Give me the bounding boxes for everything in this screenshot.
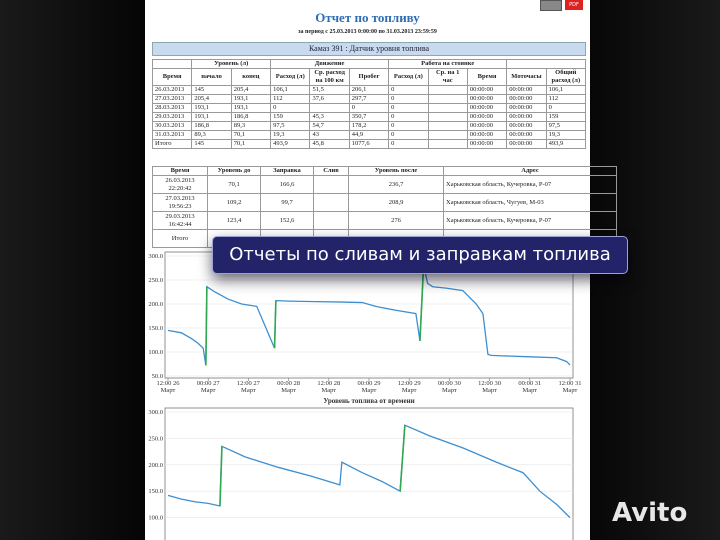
promo-banner: Отчеты по сливам и заправкам топлива xyxy=(212,236,628,274)
refuel-jump xyxy=(419,265,425,341)
y-tick-label: 300.0 xyxy=(148,409,163,416)
table-row: 30.03.2013 186,8 89,3 97,5 54,7 178,2 0 00:00:0… xyxy=(151,121,587,131)
refuel-jump xyxy=(273,300,277,349)
y-tick-label: 150.0 xyxy=(148,488,163,495)
table-cell: 493,9 xyxy=(545,139,587,149)
x-tick-label: 12:00 28 Март xyxy=(317,380,341,394)
table-row: 27.03.2013 205,4 193,1 112 37,6 297,7 0 00:00:0… xyxy=(151,94,587,104)
y-tick-label: 250.0 xyxy=(148,435,163,442)
table-caption: Камаз 391 : Датчик уровня топлива xyxy=(152,42,586,56)
watermark: Avito xyxy=(612,498,688,528)
pdf-icon[interactable]: PDF xyxy=(565,0,583,10)
fuel-line xyxy=(167,424,571,519)
refuel-jump xyxy=(399,425,406,492)
table-row: 26.03.2013 22:20:42 70,1 166,6 236,7 Харьков… xyxy=(152,175,617,194)
x-tick-label: 00:00 29 Март xyxy=(357,380,381,394)
header-row: Уровень (л) Движение Работа на стоянке xyxy=(151,59,586,69)
y-tick-label: 200.0 xyxy=(148,301,163,308)
x-tick-label: 12:00 29 Март xyxy=(397,380,421,394)
column-header: Ср. расход на 100 км xyxy=(309,68,350,86)
summary-table: Уровень (л) Движение Работа на стоянке Врем… xyxy=(151,59,587,149)
plot-frame xyxy=(164,407,574,540)
report-title: Отчет по топливу xyxy=(315,10,420,25)
y-tick-label: 50.0 xyxy=(152,373,163,380)
chart-caption: Уровень топлива от времени xyxy=(323,397,414,405)
x-tick-label: 12:00 30 Март xyxy=(478,380,502,394)
report-period: за период с 25.03.2013 0:00:00 по 31.03.… xyxy=(298,29,437,35)
y-tick-label: 250.0 xyxy=(148,277,163,284)
x-tick-label: 12:00 27 Март xyxy=(236,380,260,394)
table-row: 26.03.2013 145 205,4 106,1 51,5 206,1 0 00:00:0… xyxy=(151,85,587,95)
x-tick-label: 00:00 31 Март xyxy=(518,380,542,394)
x-tick-label: 00:00 27 Март xyxy=(196,380,220,394)
table-row: 29.03.2013 16:42:44 123,4 152,6 276 Харьковс… xyxy=(152,211,617,230)
x-tick-label: 12:00 26 Март xyxy=(156,380,180,394)
y-tick-label: 100.0 xyxy=(148,349,163,356)
table-row: 27.03.2013 19:56:23 109,2 99,7 208,9 Харьков… xyxy=(152,193,617,212)
x-tick-label: 00:00 30 Март xyxy=(437,380,461,394)
refuel-jump xyxy=(219,446,223,507)
y-tick-label: 300.0 xyxy=(148,253,163,260)
table-row: Итого 145 70,1 493,9 45,8 1077,6 0 00:00:00 00:0… xyxy=(151,139,587,149)
x-tick-label: 00:00 28 Март xyxy=(277,380,301,394)
y-tick-label: 100.0 xyxy=(148,515,163,522)
x-tick-label: 12:00 31 Март xyxy=(558,380,582,394)
y-tick-label: 150.0 xyxy=(148,325,163,332)
print-icon[interactable] xyxy=(540,0,562,11)
refuel-jump xyxy=(205,286,208,366)
y-tick-label: 200.0 xyxy=(148,462,163,469)
